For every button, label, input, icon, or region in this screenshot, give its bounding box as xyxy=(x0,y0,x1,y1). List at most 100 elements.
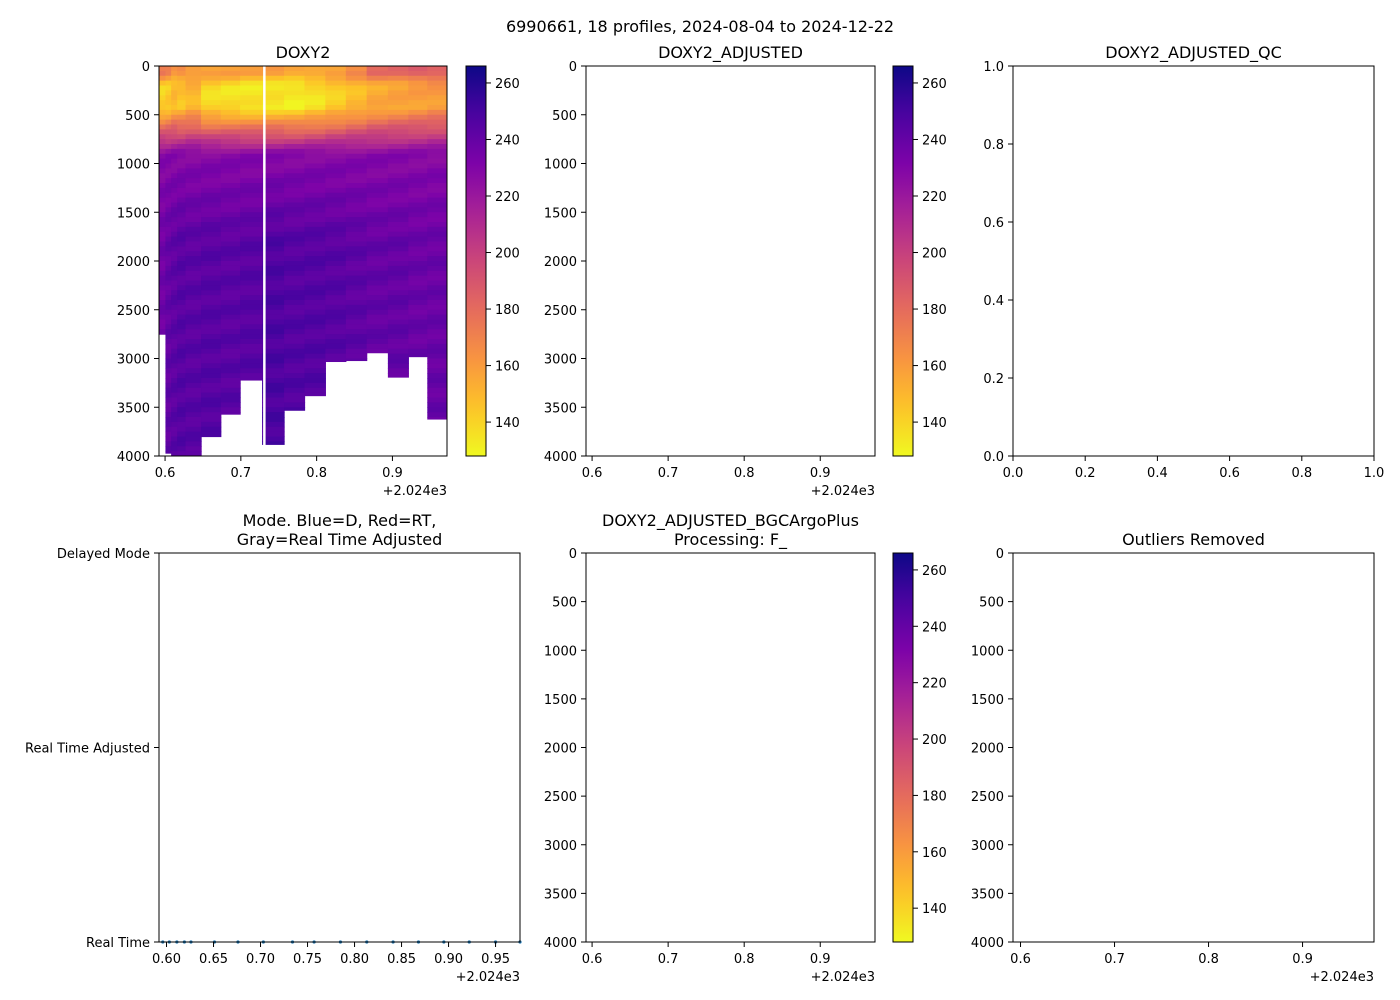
heatmap-cell xyxy=(171,109,178,116)
heatmap-cell xyxy=(284,392,306,399)
heatmap-cell xyxy=(165,187,172,194)
heatmap-cell xyxy=(177,80,187,87)
heatmap-cell xyxy=(262,324,285,330)
heatmap-cell xyxy=(159,178,167,184)
heatmap-cell xyxy=(220,241,241,247)
heatmap-cell xyxy=(408,270,428,277)
heatmap-cell xyxy=(177,75,187,82)
heatmap-cell xyxy=(177,353,187,360)
heatmap-cell xyxy=(165,85,172,91)
heatmap-cell xyxy=(427,66,447,72)
heatmap-cell xyxy=(165,105,172,111)
heatmap-cell xyxy=(427,236,447,243)
heatmap-cell xyxy=(171,114,178,121)
heatmap-cell xyxy=(284,66,306,72)
heatmap-cell xyxy=(325,129,347,135)
heatmap-cell xyxy=(185,75,202,82)
heatmap-cell xyxy=(387,66,409,72)
heatmap-cell xyxy=(262,368,285,374)
heatmap-cell xyxy=(171,363,178,369)
heatmap-cell xyxy=(159,129,167,135)
heatmap-cell xyxy=(427,241,447,247)
heatmap-cell xyxy=(304,285,326,291)
y-tick-label: 0.4 xyxy=(983,294,1004,309)
heatmap-cell xyxy=(220,192,241,199)
heatmap-cell xyxy=(201,217,222,223)
x-tick-label: 0.8 xyxy=(306,466,327,481)
heatmap-cell xyxy=(185,343,202,350)
heatmap-cell xyxy=(165,300,172,306)
heatmap-cell xyxy=(201,226,222,233)
heatmap-cell xyxy=(262,295,285,301)
heatmap-cell xyxy=(165,124,172,130)
heatmap-cell xyxy=(171,426,178,433)
heatmap-cell xyxy=(284,339,306,345)
heatmap-cell xyxy=(177,431,187,438)
heatmap-cell xyxy=(185,100,202,106)
y-tick-label: 0 xyxy=(142,60,150,75)
colorbar-tick-label: 240 xyxy=(922,620,947,635)
heatmap-cell xyxy=(171,192,178,199)
heatmap-cell xyxy=(185,275,202,282)
y-tick-label: 1500 xyxy=(117,206,150,221)
heatmap-cell xyxy=(387,304,409,311)
heatmap-cell xyxy=(387,348,409,355)
heatmap-cell xyxy=(366,129,389,135)
heatmap-cell xyxy=(165,163,172,169)
heatmap-cell xyxy=(427,100,447,106)
heatmap-cell xyxy=(185,134,202,140)
heatmap-cell xyxy=(304,378,326,384)
heatmap-cell xyxy=(177,300,187,306)
heatmap-cell xyxy=(177,402,187,408)
heatmap-cell xyxy=(304,173,326,179)
colorbar-tick-label: 240 xyxy=(495,133,520,148)
heatmap-cell xyxy=(262,402,285,408)
heatmap-cell xyxy=(159,295,167,301)
heatmap-cell xyxy=(284,275,306,282)
heatmap-cell xyxy=(387,153,409,160)
x-tick-label: 0.9 xyxy=(810,952,831,967)
heatmap-cell xyxy=(201,270,222,277)
heatmap-cell xyxy=(171,66,178,72)
heatmap-cell xyxy=(325,314,347,321)
heatmap-cell xyxy=(165,139,172,145)
heatmap-cell xyxy=(201,114,222,121)
heatmap-cell xyxy=(201,163,222,169)
heatmap-cell xyxy=(171,124,178,130)
heatmap-cell xyxy=(240,178,263,184)
heatmap-cell xyxy=(284,192,306,199)
heatmap-cell xyxy=(185,417,202,423)
heatmap-cell xyxy=(387,129,409,135)
heatmap-cells xyxy=(159,66,447,456)
heatmap-cell xyxy=(220,290,241,296)
heatmap-cell xyxy=(185,212,202,218)
colorbar-tick-label: 260 xyxy=(495,77,520,92)
x-offset-label: +2.024e3 xyxy=(383,484,447,499)
heatmap-cell xyxy=(387,265,409,272)
heatmap-cell xyxy=(201,222,222,228)
heatmap-cell xyxy=(220,70,241,77)
heatmap-cell xyxy=(201,192,222,199)
heatmap-cell xyxy=(177,451,187,456)
subplot-title: Gray=Real Time Adjusted xyxy=(237,530,443,549)
heatmap-cell xyxy=(366,309,389,316)
heatmap-cell xyxy=(387,251,409,257)
heatmap-cell xyxy=(220,304,241,311)
heatmap-cell xyxy=(185,368,202,374)
heatmap-cell xyxy=(165,343,172,350)
colorbar-gradient xyxy=(466,66,486,456)
heatmap-cell xyxy=(387,319,409,325)
heatmap-cell xyxy=(284,368,306,374)
heatmap-cell xyxy=(220,402,241,408)
heatmap-cell xyxy=(240,309,263,316)
heatmap-cell xyxy=(408,114,428,121)
heatmap-cell xyxy=(185,339,202,345)
y-tick-label: 3000 xyxy=(117,353,150,368)
heatmap-cell xyxy=(366,265,389,272)
heatmap-cell xyxy=(408,148,428,155)
heatmap-cell xyxy=(177,105,187,111)
heatmap-cell xyxy=(408,192,428,199)
heatmap-cell xyxy=(185,451,202,456)
heatmap-cell xyxy=(201,378,222,384)
plot-area xyxy=(1013,66,1374,456)
